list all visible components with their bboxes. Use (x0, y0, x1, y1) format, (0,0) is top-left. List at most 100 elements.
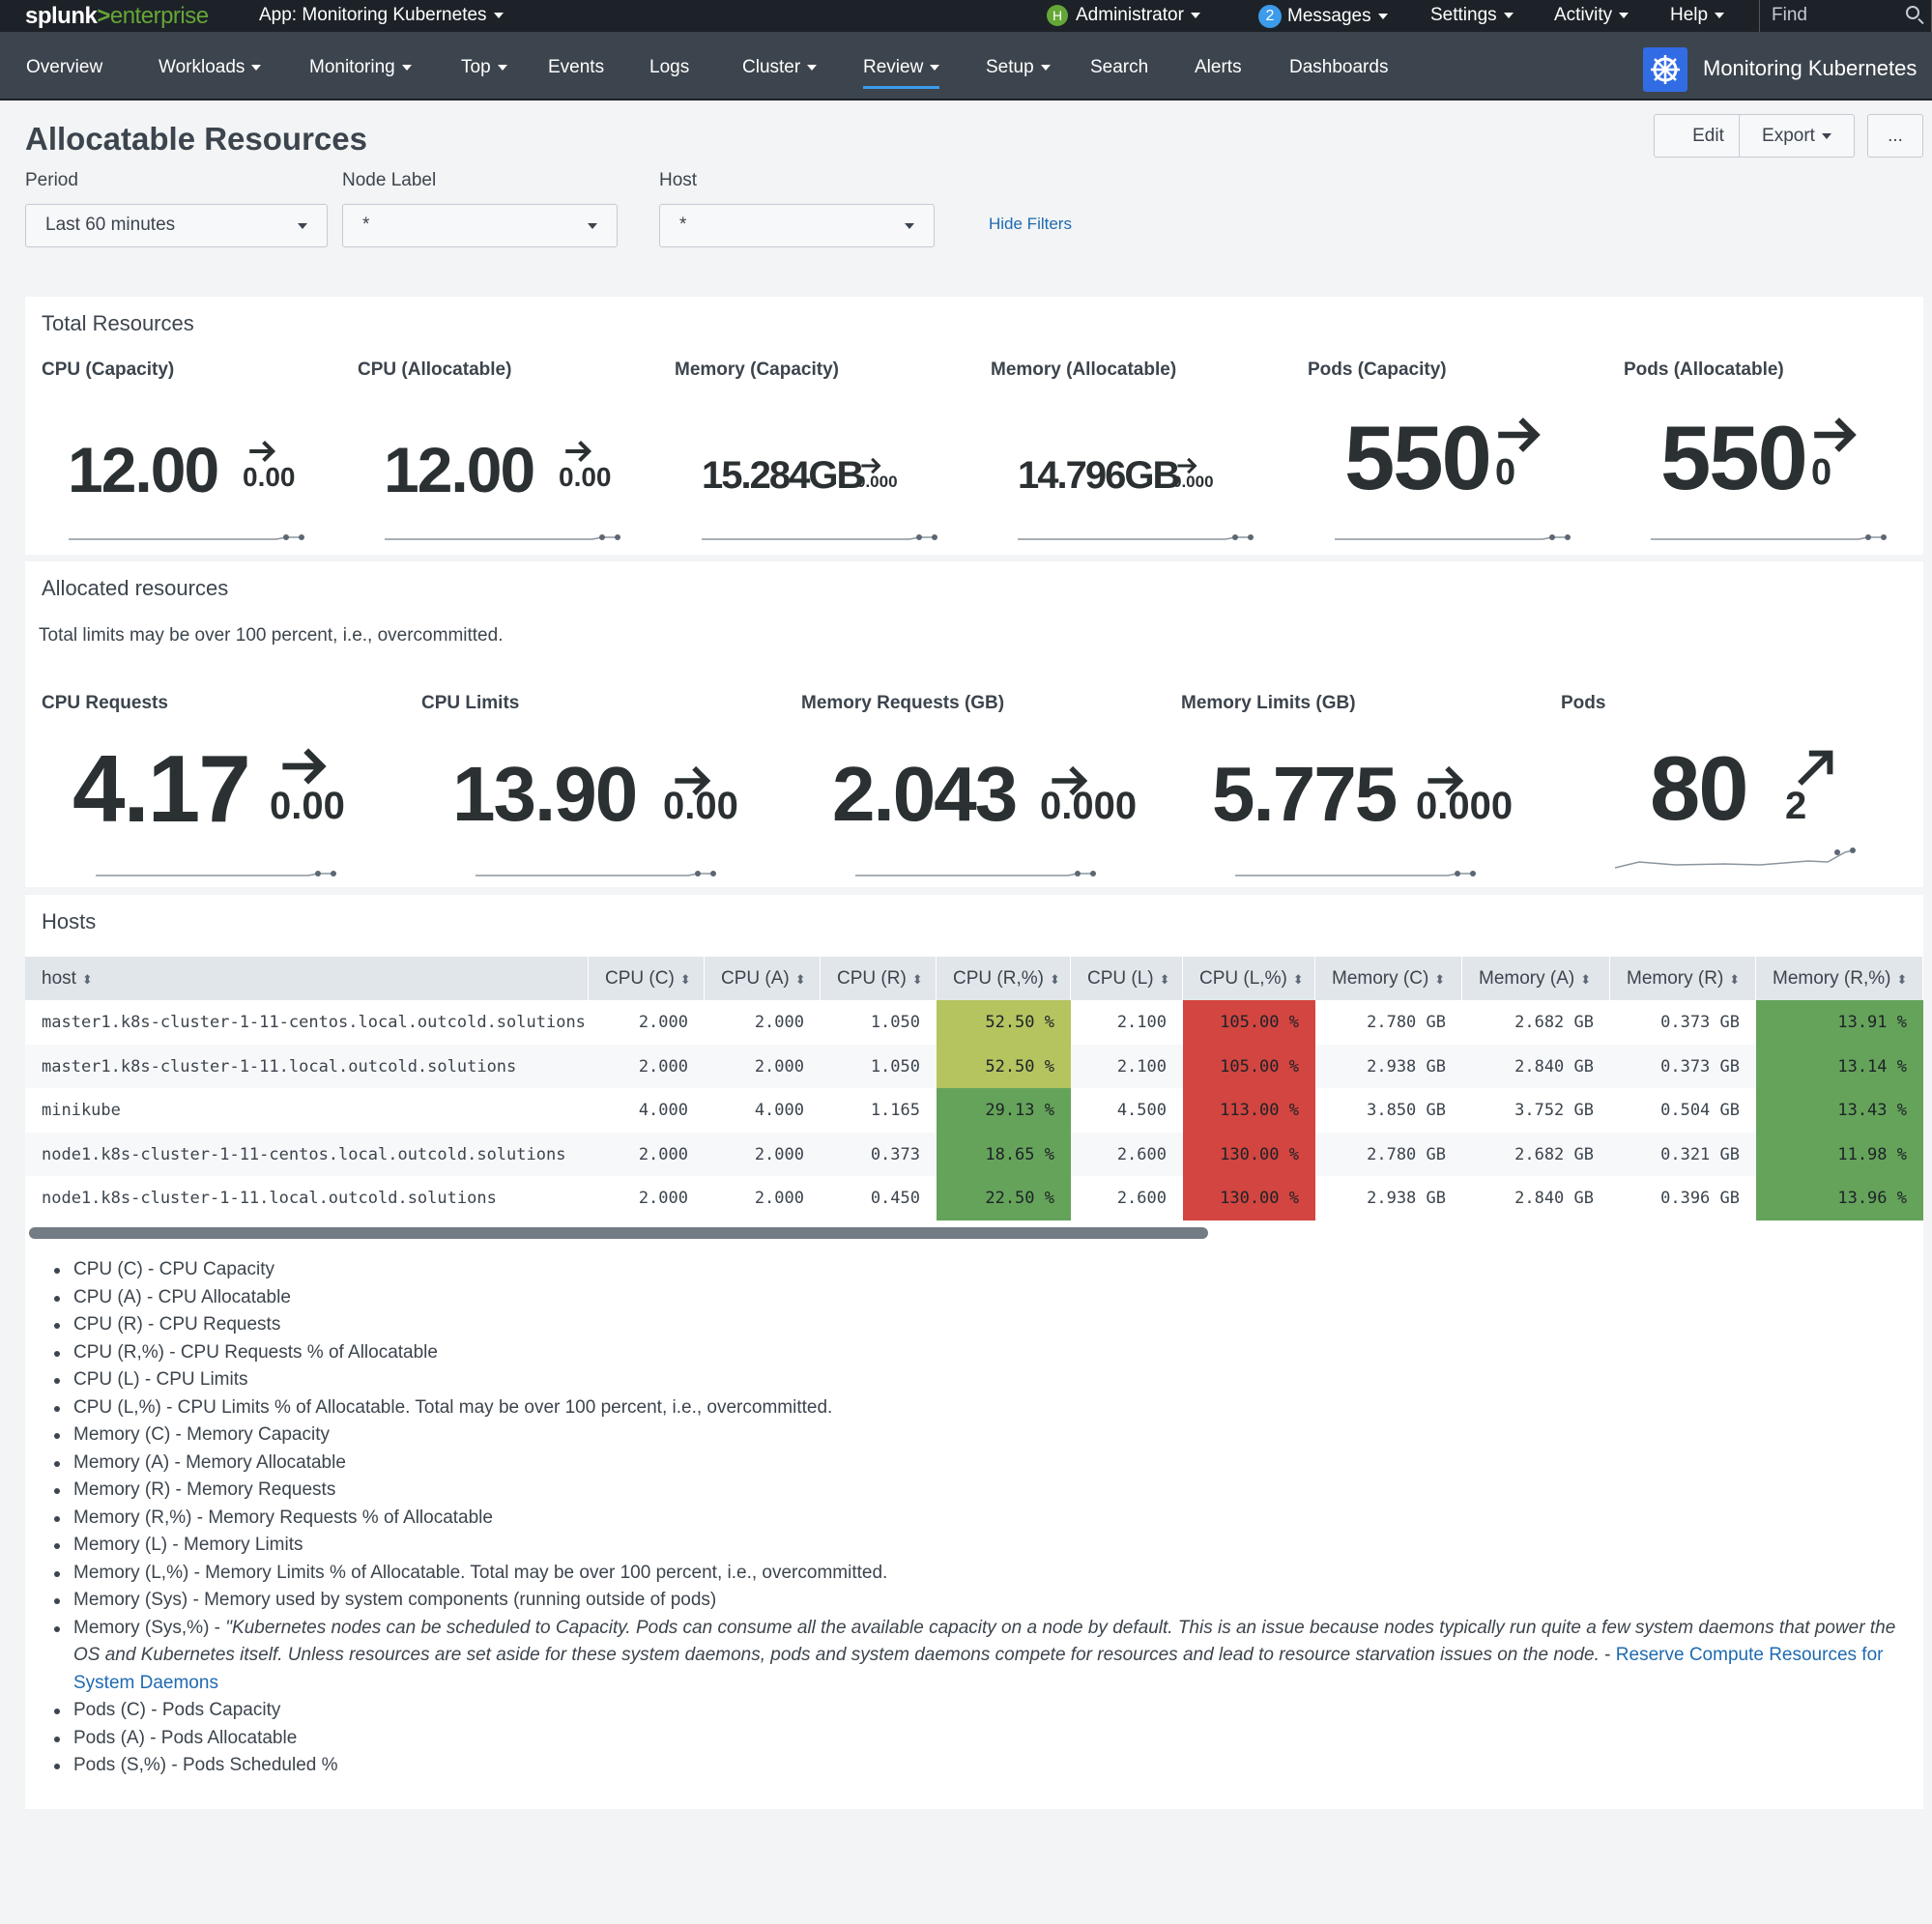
column-header[interactable]: host (25, 957, 589, 1000)
table-row[interactable]: master1.k8s-cluster-1-11.local.outcold.s… (25, 1044, 1923, 1089)
table-cell: 2.682 GB (1514, 1144, 1594, 1164)
nav-monitoring[interactable]: Monitoring (309, 57, 412, 78)
table-cell: 2.600 (1116, 1144, 1167, 1164)
trend-arrow (562, 436, 593, 472)
search-icon[interactable] (1906, 6, 1919, 19)
trend-arrow (1048, 760, 1090, 807)
single-value-number: 550 (1660, 407, 1808, 508)
column-header[interactable]: Memory (C) (1315, 957, 1462, 1000)
nav-alerts[interactable]: Alerts (1195, 57, 1242, 77)
host-cell: node1.k8s-cluster-1-11-centos.local.outc… (42, 1144, 566, 1164)
sparkline-container (69, 518, 305, 552)
splunk-enterprise-logo[interactable]: splunk>enterprise (25, 3, 209, 30)
allocated-resources-panel: Allocated resources (25, 561, 1923, 887)
single-value-number: 12.00 (384, 434, 535, 505)
column-header[interactable]: CPU (A) (705, 957, 821, 1000)
messages-count-badge: 2 (1258, 5, 1282, 28)
single-value-title: Memory (Capacity) (675, 359, 839, 380)
activity-menu-label: Activity (1554, 5, 1613, 25)
nav-workloads[interactable]: Workloads (159, 57, 261, 78)
table-cell: 0.396 GB (1660, 1189, 1740, 1208)
arrow-right-icon (249, 440, 276, 463)
arrow-right-icon (861, 457, 881, 474)
sparkline-container (1614, 843, 1857, 876)
nav-overview[interactable]: Overview (26, 57, 103, 77)
period-value: Last 60 minutes (45, 215, 176, 235)
column-header[interactable]: CPU (C) (589, 957, 705, 1000)
table-cell: 105.00 % (1183, 1000, 1315, 1045)
total-resources-title: Total Resources (42, 311, 194, 335)
table-cell: 2.600 (1116, 1189, 1167, 1208)
arrow-right-icon (282, 748, 327, 785)
user-menu[interactable]: H Administrator (1047, 5, 1200, 26)
legend-item: Pods (S,%) - Pods Scheduled % (39, 1752, 1914, 1780)
table-row[interactable]: node1.k8s-cluster-1-11-centos.local.outc… (25, 1132, 1923, 1177)
user-avatar-icon: H (1047, 5, 1068, 26)
table-cell: 11.98 % (1756, 1132, 1923, 1177)
arrow-right-icon (1498, 417, 1541, 452)
nav-top[interactable]: Top (461, 57, 507, 78)
table-row[interactable]: node1.k8s-cluster-1-11.local.outcold.sol… (25, 1176, 1923, 1220)
nav-monitoring-label: Monitoring (309, 57, 395, 77)
find-input[interactable]: Find (1759, 0, 1932, 32)
single-value-number: 550 (1344, 407, 1492, 508)
hosts-title: Hosts (42, 909, 97, 933)
table-cell: 1.165 (870, 1101, 920, 1120)
table-cell: 2.100 (1116, 1013, 1167, 1032)
settings-menu[interactable]: Settings (1430, 5, 1514, 26)
host-cell: minikube (42, 1101, 121, 1120)
column-header[interactable]: CPU (R) (821, 957, 937, 1000)
nav-review[interactable]: Review (863, 57, 940, 89)
logo-gt-text: > (97, 3, 110, 29)
column-header[interactable]: CPU (R,%) (937, 957, 1071, 1000)
table-cell: 2.000 (638, 1144, 688, 1164)
nav-setup[interactable]: Setup (986, 57, 1051, 78)
table-cell: 2.840 GB (1514, 1189, 1594, 1208)
table-cell: 52.50 % (937, 1000, 1071, 1045)
nav-cluster[interactable]: Cluster (742, 57, 817, 78)
column-header[interactable]: CPU (L,%) (1183, 957, 1315, 1000)
sparkline (385, 534, 620, 540)
column-header[interactable]: Memory (A) (1462, 957, 1610, 1000)
column-header[interactable]: Memory (R) (1610, 957, 1756, 1000)
hide-filters-link[interactable]: Hide Filters (989, 215, 1072, 233)
table-cell: 13.14 % (1756, 1044, 1923, 1089)
table-horizontal-scrollbar[interactable] (29, 1227, 1208, 1239)
hosts-table-header: hostCPU (C)CPU (A)CPU (R)CPU (R,%)CPU (L… (25, 957, 1923, 1000)
column-header[interactable]: CPU (L) (1071, 957, 1183, 1000)
single-value-delta: 0 (1495, 452, 1516, 493)
table-cell: 0.373 GB (1660, 1056, 1740, 1077)
column-header[interactable]: Memory (R,%) (1756, 957, 1923, 1000)
trend-arrow (246, 436, 277, 472)
nav-dashboards[interactable]: Dashboards (1289, 57, 1389, 77)
period-dropdown[interactable]: Last 60 minutes (25, 204, 328, 247)
single-value-delta: 0.00 (243, 462, 296, 492)
table-row[interactable]: minikube 4.000 4.000 1.165 29.13 % 4.500 113.0… (25, 1088, 1923, 1133)
export-button[interactable]: Export (1739, 114, 1855, 158)
activity-menu[interactable]: Activity (1554, 5, 1629, 26)
sparkline (702, 534, 937, 540)
chevron-down-icon (588, 223, 597, 229)
legend-sys-quote: "Kubernetes nodes can be scheduled to Ca… (73, 1617, 1896, 1666)
single-value-delta: 0.00 (663, 785, 738, 827)
table-cell: 13.96 % (1756, 1176, 1923, 1220)
messages-menu[interactable]: 2 Messages (1258, 5, 1388, 28)
reserve-compute-resources-link[interactable]: Reserve Compute Resources for System Dae… (73, 1645, 1884, 1693)
table-row[interactable]: master1.k8s-cluster-1-11-centos.local.ou… (25, 1000, 1923, 1045)
table-cell: 2.938 GB (1367, 1189, 1446, 1208)
app-menu[interactable]: App: Monitoring Kubernetes (259, 5, 504, 26)
nav-search[interactable]: Search (1090, 57, 1149, 77)
trend-arrow (1424, 760, 1466, 807)
arrow-right-icon (1814, 417, 1857, 452)
node-label-dropdown[interactable]: * (342, 204, 618, 247)
nav-events[interactable]: Events (548, 57, 605, 77)
sparkline (1651, 534, 1887, 540)
nav-logs[interactable]: Logs (649, 57, 690, 77)
more-actions-button[interactable]: ... (1867, 114, 1923, 158)
legend-item: Pods (C) - Pods Capacity (39, 1697, 1914, 1725)
single-value-number: 13.90 (452, 751, 638, 837)
single-value-number: 14.796GB (1018, 454, 1180, 497)
table-cell: 22.50 % (937, 1176, 1071, 1220)
help-menu[interactable]: Help (1670, 5, 1724, 26)
host-dropdown[interactable]: * (659, 204, 935, 247)
